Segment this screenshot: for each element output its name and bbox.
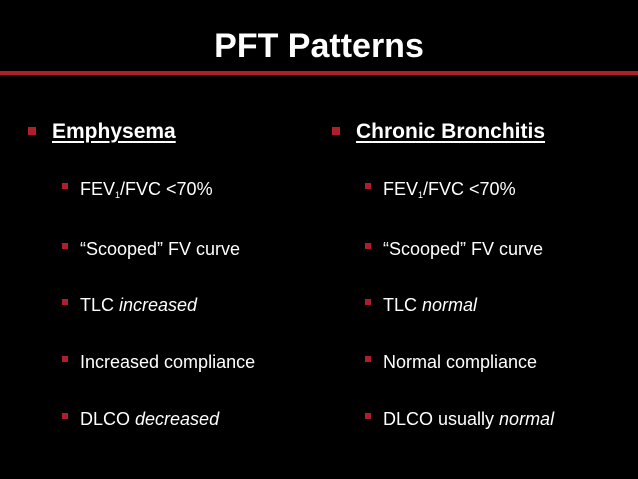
emphysema-item-dlco: DLCO decreased bbox=[80, 409, 220, 429]
bullet-square-icon bbox=[28, 127, 36, 135]
bronchitis-item-dlco: DLCO usually normal bbox=[383, 409, 555, 429]
bullet-square-icon bbox=[62, 356, 68, 362]
bullet-square-icon bbox=[62, 299, 68, 305]
chronic-bronchitis-heading: Chronic Bronchitis bbox=[356, 120, 546, 143]
bullet-square-icon bbox=[62, 243, 68, 249]
emphysema-item-fev1-fvc: FEV1/FVC <70% bbox=[80, 179, 213, 200]
bronchitis-item-tlc: TLC normal bbox=[383, 295, 478, 315]
bronchitis-item-compliance: Normal compliance bbox=[383, 352, 538, 372]
bullet-square-icon bbox=[365, 183, 371, 189]
bullet-square-icon bbox=[62, 413, 68, 419]
emphysema-item-fv-curve: “Scooped” FV curve bbox=[80, 239, 241, 259]
bullet-square-icon bbox=[365, 299, 371, 305]
slide-title: PFT Patterns bbox=[214, 27, 424, 65]
bronchitis-item-fv-curve: “Scooped” FV curve bbox=[383, 239, 544, 259]
bullet-square-icon bbox=[365, 356, 371, 362]
bullet-square-icon bbox=[365, 413, 371, 419]
emphysema-heading: Emphysema bbox=[52, 120, 176, 143]
emphysema-item-tlc: TLC increased bbox=[80, 295, 198, 315]
bullet-square-icon bbox=[365, 243, 371, 249]
emphysema-item-compliance: Increased compliance bbox=[80, 352, 256, 372]
bullet-square-icon bbox=[332, 127, 340, 135]
title-divider bbox=[0, 71, 638, 75]
bullet-square-icon bbox=[62, 183, 68, 189]
bronchitis-item-fev1-fvc: FEV1/FVC <70% bbox=[383, 179, 516, 200]
